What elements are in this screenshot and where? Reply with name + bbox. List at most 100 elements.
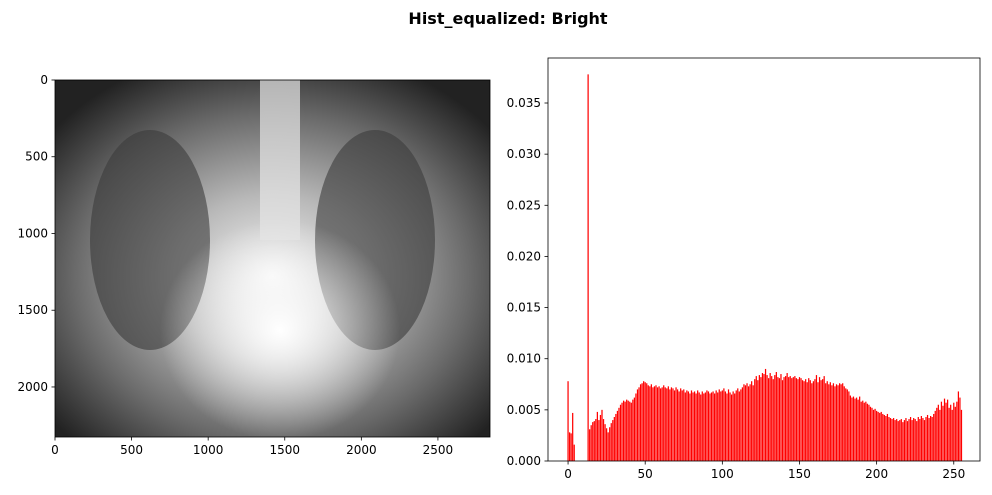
bar — [593, 421, 595, 461]
image-area — [55, 80, 490, 440]
bar — [743, 384, 745, 461]
bar — [820, 380, 822, 461]
bar — [689, 393, 691, 461]
bar — [697, 390, 699, 461]
x-tick-label: 100 — [711, 467, 734, 481]
bar — [726, 393, 728, 461]
bar — [772, 379, 774, 461]
bar — [616, 410, 619, 461]
bar — [801, 380, 804, 461]
bar — [902, 422, 904, 461]
bar — [752, 385, 754, 461]
figure-title: Hist_equalized: Bright — [408, 9, 608, 28]
bar — [959, 397, 961, 461]
bar — [834, 386, 836, 461]
bar — [636, 389, 639, 461]
bar — [869, 406, 872, 461]
bar — [899, 420, 901, 461]
y-tick-label: 0.010 — [507, 352, 541, 366]
bar — [754, 379, 756, 461]
bar — [855, 397, 858, 461]
y-tick-label: 0 — [40, 73, 48, 87]
bar — [590, 425, 592, 461]
bar — [900, 419, 902, 461]
bar — [757, 380, 759, 461]
bar — [825, 383, 827, 461]
bar — [859, 396, 861, 461]
bar — [701, 391, 703, 461]
bar — [635, 393, 637, 461]
bar — [573, 444, 575, 461]
axes-frame — [547, 57, 981, 462]
bar — [891, 419, 893, 461]
bar — [643, 381, 645, 461]
bar — [866, 403, 868, 461]
bar — [709, 393, 711, 461]
bar — [953, 402, 955, 461]
bar — [595, 419, 597, 461]
bar — [906, 421, 909, 461]
bar — [592, 422, 594, 461]
bar — [848, 391, 850, 461]
bar — [768, 378, 770, 461]
bar — [939, 409, 941, 461]
bar — [883, 414, 885, 461]
bar — [572, 412, 574, 461]
bar — [675, 387, 677, 461]
bar — [687, 391, 690, 461]
bar — [916, 421, 918, 461]
bar — [940, 401, 943, 461]
bar — [630, 402, 632, 461]
bar — [930, 415, 932, 461]
bar — [568, 432, 571, 461]
x-tick-label: 200 — [865, 467, 888, 481]
bar — [954, 406, 956, 461]
bar — [826, 381, 828, 461]
y-tick-label: 0.030 — [507, 147, 541, 161]
bar — [741, 387, 744, 461]
x-tick-label: 500 — [120, 443, 143, 457]
y-tick-label: 0.035 — [507, 96, 541, 110]
bar — [678, 391, 680, 461]
bar — [633, 397, 636, 461]
bar — [806, 382, 808, 461]
bar — [683, 389, 685, 461]
bar — [876, 410, 878, 461]
bar — [860, 401, 862, 461]
bar — [610, 423, 612, 461]
bar — [641, 383, 643, 461]
bar — [656, 387, 659, 461]
y-tick-label: 0.000 — [507, 454, 541, 468]
bar — [714, 393, 716, 461]
bar — [599, 414, 602, 461]
bar — [661, 387, 663, 461]
bar — [845, 388, 847, 461]
bar — [732, 391, 734, 461]
bar — [769, 373, 771, 461]
bar — [781, 380, 784, 461]
bar — [914, 419, 916, 461]
bar — [805, 379, 807, 461]
bar — [818, 377, 821, 461]
bar — [721, 390, 723, 461]
bar — [652, 387, 654, 461]
bar — [695, 393, 697, 461]
bar — [738, 391, 740, 461]
bar — [823, 376, 825, 461]
x-tick-label: 150 — [788, 467, 811, 481]
bar — [905, 418, 907, 461]
bar — [943, 398, 946, 461]
bar — [882, 413, 884, 461]
bar — [936, 407, 938, 461]
bar — [933, 413, 935, 461]
bar — [909, 417, 912, 461]
bar — [624, 401, 626, 461]
y-tick-label: 2000 — [17, 380, 48, 394]
x-tick-label: 0 — [51, 443, 59, 457]
bar — [822, 379, 824, 461]
bar — [747, 386, 750, 461]
bar — [888, 417, 890, 461]
x-tick-label: 250 — [942, 467, 965, 481]
bar — [723, 388, 725, 461]
bar — [835, 384, 838, 461]
